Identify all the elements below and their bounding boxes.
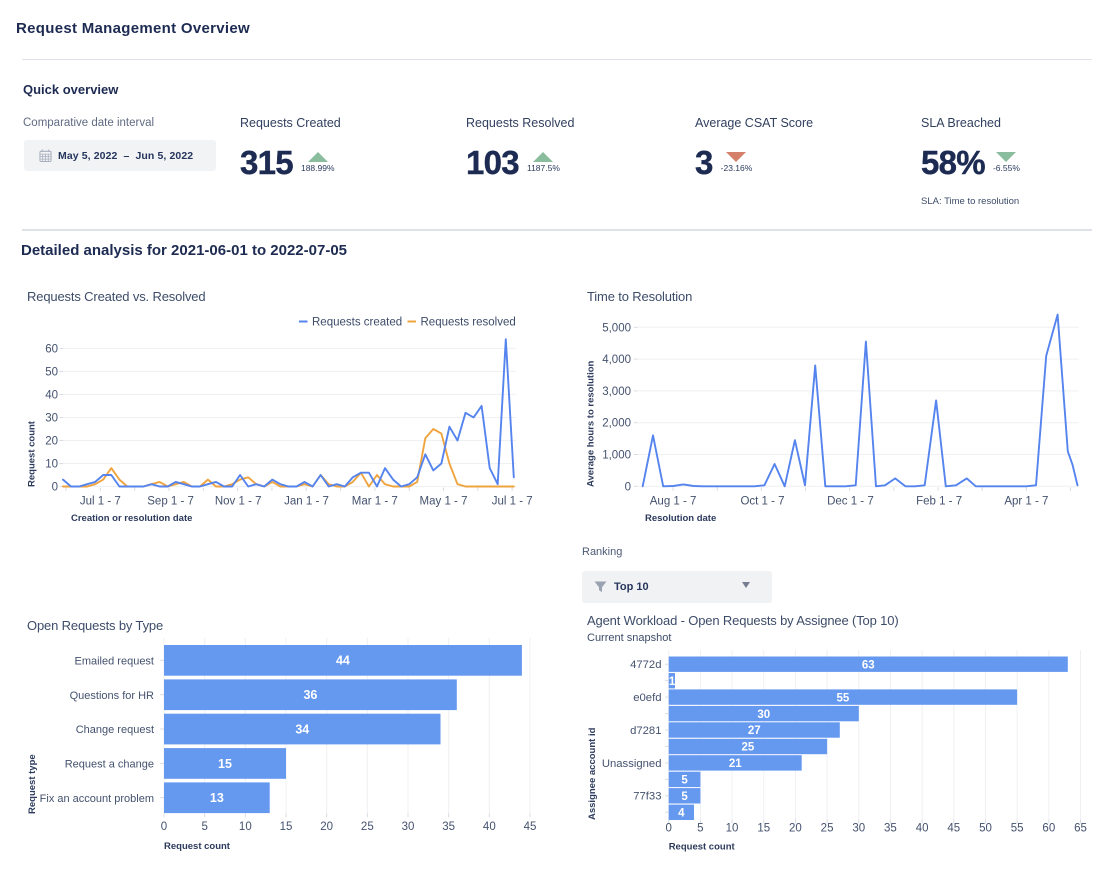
- svg-text:Request type: Request type: [27, 754, 38, 814]
- svg-text:Apr 1 - 7: Apr 1 - 7: [1004, 496, 1048, 508]
- svg-text:3,000: 3,000: [602, 386, 631, 398]
- svg-text:35: 35: [442, 821, 455, 833]
- svg-text:Sep 1 - 7: Sep 1 - 7: [147, 496, 194, 508]
- svg-text:May 1 - 7: May 1 - 7: [420, 496, 468, 508]
- svg-text:40: 40: [483, 821, 496, 833]
- svg-text:Current snapshot: Current snapshot: [587, 632, 671, 644]
- svg-text:Mar 1 - 7: Mar 1 - 7: [352, 496, 398, 508]
- svg-text:27: 27: [748, 725, 761, 737]
- svg-text:Aug 1 - 7: Aug 1 - 7: [650, 496, 697, 508]
- svg-text:5: 5: [201, 821, 207, 833]
- svg-text:10: 10: [726, 823, 739, 835]
- svg-text:35: 35: [884, 823, 897, 835]
- svg-text:5: 5: [681, 791, 688, 803]
- svg-text:Oct 1 - 7: Oct 1 - 7: [740, 496, 784, 508]
- svg-text:44: 44: [336, 654, 350, 668]
- svg-text:45: 45: [524, 821, 537, 833]
- svg-text:21: 21: [729, 758, 742, 770]
- svg-text:60: 60: [1042, 823, 1055, 835]
- svg-text:30: 30: [757, 709, 770, 721]
- svg-text:65: 65: [1074, 823, 1087, 835]
- svg-text:4: 4: [678, 807, 685, 819]
- svg-text:45: 45: [947, 823, 960, 835]
- svg-text:15: 15: [757, 823, 770, 835]
- svg-text:2,000: 2,000: [602, 418, 631, 430]
- svg-text:Request a change: Request a change: [65, 759, 154, 771]
- svg-text:e0efd: e0efd: [633, 692, 661, 704]
- svg-text:Average hours to resolution: Average hours to resolution: [586, 360, 597, 487]
- svg-text:0: 0: [161, 821, 167, 833]
- svg-text:4772d: 4772d: [630, 659, 661, 671]
- svg-text:40: 40: [916, 823, 929, 835]
- svg-text:Resolution date: Resolution date: [645, 513, 716, 524]
- svg-text:Time to Resolution: Time to Resolution: [587, 289, 692, 304]
- svg-text:40: 40: [45, 389, 58, 401]
- svg-text:Nov 1 - 7: Nov 1 - 7: [215, 496, 262, 508]
- svg-text:Unassigned: Unassigned: [602, 758, 662, 770]
- svg-text:4,000: 4,000: [602, 354, 631, 366]
- svg-text:50: 50: [45, 366, 58, 378]
- svg-text:30: 30: [402, 821, 415, 833]
- svg-text:5: 5: [681, 775, 688, 787]
- svg-text:1,000: 1,000: [602, 450, 631, 462]
- svg-text:Feb 1 - 7: Feb 1 - 7: [916, 496, 962, 508]
- svg-text:Agent Workload - Open Requests: Agent Workload - Open Requests by Assign…: [587, 613, 899, 628]
- svg-text:Dec 1 - 7: Dec 1 - 7: [827, 496, 874, 508]
- svg-text:20: 20: [789, 823, 802, 835]
- svg-text:55: 55: [837, 692, 850, 704]
- svg-text:1: 1: [669, 676, 676, 688]
- svg-text:Change request: Change request: [76, 724, 154, 736]
- svg-text:Jan 1 - 7: Jan 1 - 7: [284, 496, 329, 508]
- svg-text:Emailed request: Emailed request: [75, 656, 155, 668]
- svg-text:Questions for HR: Questions for HR: [70, 690, 154, 702]
- svg-text:10: 10: [239, 821, 252, 833]
- svg-text:10: 10: [45, 458, 58, 470]
- svg-text:Creation or resolution date: Creation or resolution date: [71, 513, 192, 524]
- svg-text:Jul 1 - 7: Jul 1 - 7: [492, 496, 533, 508]
- svg-text:60: 60: [45, 343, 58, 355]
- svg-text:15: 15: [218, 757, 232, 771]
- svg-text:Jul 1 - 7: Jul 1 - 7: [80, 496, 121, 508]
- svg-text:Fix an account problem: Fix an account problem: [40, 793, 154, 805]
- svg-text:0: 0: [665, 823, 671, 835]
- svg-text:30: 30: [852, 823, 865, 835]
- svg-text:d7281: d7281: [630, 725, 661, 737]
- svg-text:Request count: Request count: [164, 841, 231, 852]
- svg-text:20: 20: [45, 435, 58, 447]
- svg-text:Assignee account id: Assignee account id: [587, 727, 598, 820]
- svg-text:5: 5: [697, 823, 703, 835]
- svg-text:Requests resolved: Requests resolved: [421, 317, 516, 329]
- svg-text:25: 25: [821, 823, 834, 835]
- svg-text:Requests Created vs. Resolved: Requests Created vs. Resolved: [27, 289, 205, 304]
- svg-text:63: 63: [862, 659, 875, 671]
- svg-text:5,000: 5,000: [602, 322, 631, 334]
- svg-text:Open Requests by Type: Open Requests by Type: [27, 618, 163, 633]
- svg-text:15: 15: [280, 821, 293, 833]
- svg-text:50: 50: [979, 823, 992, 835]
- svg-text:25: 25: [361, 821, 374, 833]
- svg-text:Requests created: Requests created: [312, 317, 402, 329]
- svg-text:25: 25: [741, 742, 754, 754]
- svg-text:34: 34: [295, 722, 309, 736]
- svg-text:55: 55: [1011, 823, 1024, 835]
- svg-text:77f33: 77f33: [633, 791, 661, 803]
- svg-text:13: 13: [210, 791, 224, 805]
- svg-text:Request count: Request count: [27, 420, 38, 487]
- svg-text:Request count: Request count: [669, 842, 736, 853]
- svg-text:36: 36: [303, 688, 317, 702]
- svg-text:30: 30: [45, 412, 58, 424]
- svg-text:0: 0: [625, 481, 631, 493]
- svg-text:20: 20: [320, 821, 333, 833]
- svg-text:0: 0: [52, 482, 58, 494]
